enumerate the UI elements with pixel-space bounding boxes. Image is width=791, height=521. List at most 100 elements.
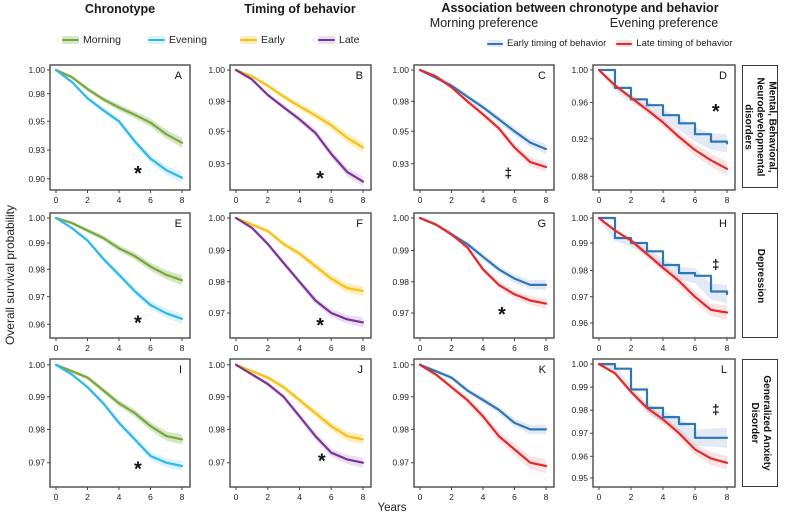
svg-text:8: 8 (544, 343, 549, 353)
row-label-text: Depression (754, 248, 766, 303)
svg-text:0.99: 0.99 (28, 392, 45, 402)
svg-text:2: 2 (265, 492, 270, 502)
svg-text:A: A (175, 70, 183, 82)
svg-text:1.00: 1.00 (28, 65, 45, 75)
svg-text:F: F (356, 218, 363, 230)
legend-item-late: Late (318, 34, 359, 46)
svg-text:0: 0 (54, 343, 59, 353)
svg-text:0.99: 0.99 (208, 392, 225, 402)
svg-text:6: 6 (512, 492, 517, 502)
svg-text:4: 4 (117, 492, 122, 502)
column-title-chronotype: Chronotype (84, 2, 156, 16)
svg-text:0.93: 0.93 (392, 159, 409, 169)
svg-text:1.00: 1.00 (208, 65, 225, 75)
svg-text:0.98: 0.98 (571, 266, 588, 276)
svg-text:6: 6 (329, 343, 334, 353)
svg-text:K: K (539, 364, 547, 376)
svg-text:6: 6 (329, 492, 334, 502)
svg-text:0.95: 0.95 (392, 126, 409, 136)
svg-text:1.00: 1.00 (571, 359, 588, 369)
svg-text:0.93: 0.93 (28, 145, 45, 155)
svg-text:6: 6 (512, 343, 517, 353)
svg-text:0.97: 0.97 (28, 292, 45, 302)
legend-line (62, 39, 79, 42)
svg-text:0.99: 0.99 (571, 382, 588, 392)
panel-H: 1.00 0.99 0.98 0.97 0.96 0 2 4 6 8 H ‡ (559, 211, 741, 359)
asterisk-symbol: * (498, 304, 506, 326)
legend-swatch-icon (148, 36, 165, 44)
legend-item-early-timing-of-behavior: Early timing of behavior (487, 38, 606, 49)
svg-text:8: 8 (725, 492, 730, 502)
svg-text:4: 4 (661, 343, 666, 353)
legend-line (616, 42, 633, 45)
panel-L: 1.00 0.99 0.98 0.97 0.96 0.95 0 2 4 6 8 L ‡ (559, 357, 741, 508)
svg-text:2: 2 (85, 343, 90, 353)
asterisk-symbol: * (318, 450, 326, 472)
svg-text:2: 2 (629, 343, 634, 353)
svg-text:0.97: 0.97 (28, 458, 45, 468)
svg-text:8: 8 (725, 343, 730, 353)
legend-line (487, 42, 503, 45)
legend-swatch-icon (240, 36, 257, 44)
svg-text:0.96: 0.96 (571, 98, 588, 108)
panel-F: 1.00 0.99 0.98 0.97 0 2 4 6 8 F * (196, 211, 377, 359)
svg-text:6: 6 (693, 343, 698, 353)
legend-swatch-icon (318, 36, 335, 44)
svg-text:8: 8 (180, 343, 185, 353)
svg-text:8: 8 (361, 343, 366, 353)
svg-text:4: 4 (297, 343, 302, 353)
panel-D: 1.00 0.96 0.92 0.88 0 2 4 6 8 D * (559, 63, 741, 211)
svg-text:0: 0 (597, 492, 602, 502)
svg-text:0.92: 0.92 (571, 134, 588, 144)
svg-text:2: 2 (85, 195, 90, 205)
svg-text:6: 6 (693, 492, 698, 502)
svg-text:0.98: 0.98 (28, 89, 45, 99)
legend-line (148, 39, 165, 42)
svg-text:0: 0 (418, 492, 423, 502)
subtitle-evening-preference: Evening preference (609, 16, 719, 30)
svg-text:6: 6 (148, 492, 153, 502)
svg-text:1.00: 1.00 (571, 65, 588, 75)
svg-text:L: L (721, 364, 727, 376)
svg-text:2: 2 (265, 343, 270, 353)
svg-text:H: H (719, 218, 727, 230)
legend-item-late-timing-of-behavior: Late timing of behavior (616, 38, 732, 49)
svg-text:4: 4 (481, 343, 486, 353)
svg-text:0.99: 0.99 (208, 246, 225, 256)
svg-text:0: 0 (597, 343, 602, 353)
svg-text:0.98: 0.98 (208, 424, 225, 434)
legend-item-early: Early (240, 34, 285, 46)
svg-text:1.00: 1.00 (28, 213, 45, 223)
svg-text:0.97: 0.97 (571, 428, 588, 438)
column-title-association: Association between chronotype and behav… (441, 1, 719, 15)
svg-text:0.98: 0.98 (208, 96, 225, 106)
svg-text:D: D (719, 70, 727, 82)
svg-text:2: 2 (629, 492, 634, 502)
svg-text:8: 8 (180, 195, 185, 205)
svg-text:0: 0 (234, 492, 239, 502)
svg-text:4: 4 (117, 195, 122, 205)
svg-text:0.99: 0.99 (392, 392, 409, 402)
svg-text:8: 8 (544, 195, 549, 205)
legend-swatch-icon (487, 40, 503, 47)
double-dagger-symbol: ‡ (504, 166, 512, 181)
asterisk-symbol: * (134, 313, 142, 335)
svg-text:0: 0 (418, 343, 423, 353)
svg-text:0.95: 0.95 (208, 126, 225, 136)
asterisk-symbol: * (134, 163, 142, 185)
svg-text:0.90: 0.90 (28, 174, 45, 184)
double-dagger-symbol: ‡ (712, 257, 720, 272)
svg-text:4: 4 (297, 492, 302, 502)
svg-text:8: 8 (544, 492, 549, 502)
asterisk-symbol: * (134, 459, 142, 481)
svg-text:4: 4 (481, 195, 486, 205)
panel-E: 1.00 0.99 0.98 0.97 0.96 0 2 4 6 8 E * (16, 211, 196, 359)
svg-text:4: 4 (661, 195, 666, 205)
svg-text:E: E (175, 218, 182, 230)
svg-text:0: 0 (234, 195, 239, 205)
legend-item-morning: Morning (62, 34, 121, 46)
svg-text:G: G (537, 218, 546, 230)
svg-text:6: 6 (512, 195, 517, 205)
svg-text:8: 8 (725, 195, 730, 205)
svg-text:0.99: 0.99 (28, 238, 45, 248)
